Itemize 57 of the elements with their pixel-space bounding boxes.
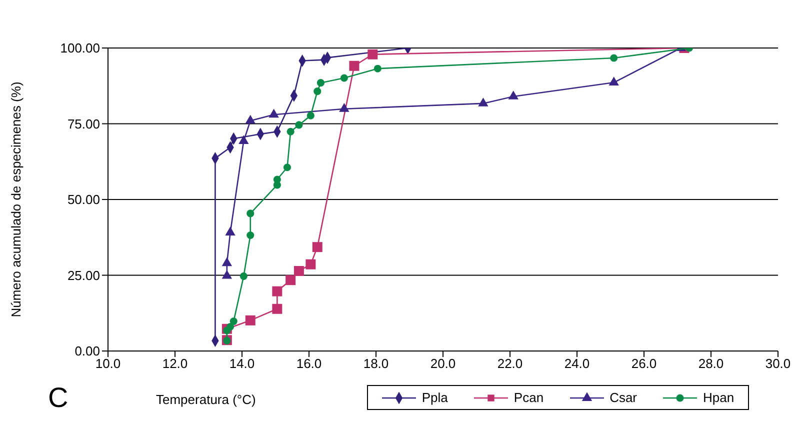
point bbox=[374, 64, 382, 72]
point bbox=[226, 322, 234, 331]
point bbox=[222, 270, 232, 279]
legend-label: Pcan bbox=[512, 390, 544, 405]
legend-label: Ppla bbox=[420, 390, 448, 405]
point bbox=[286, 275, 296, 286]
point bbox=[286, 128, 294, 136]
point bbox=[294, 266, 304, 276]
x-tick-label: 30.0 bbox=[765, 356, 791, 372]
point bbox=[295, 121, 303, 129]
x-tick-label: 10.0 bbox=[95, 356, 121, 372]
y-tick-label: 100.00 bbox=[60, 40, 100, 56]
text: C bbox=[48, 382, 68, 414]
x-tick-label: 24.0 bbox=[564, 356, 590, 372]
x-axis-title: Temperatura (°C) bbox=[156, 392, 256, 407]
point bbox=[340, 74, 348, 82]
point bbox=[316, 79, 325, 87]
legend-label: Csar bbox=[608, 390, 638, 405]
point bbox=[273, 176, 281, 184]
point bbox=[246, 210, 254, 218]
point bbox=[368, 49, 378, 60]
point bbox=[478, 98, 488, 106]
point bbox=[272, 286, 282, 296]
point bbox=[610, 54, 618, 62]
y-axis-title: Número acumulado de especimenes (%) bbox=[8, 82, 24, 318]
x-tick-label: 12.0 bbox=[162, 356, 188, 372]
point bbox=[246, 231, 254, 240]
y-tick-label: 25.00 bbox=[67, 268, 100, 283]
point bbox=[272, 304, 282, 314]
point bbox=[268, 108, 279, 118]
y-tick-label: 50.00 bbox=[67, 192, 100, 208]
point bbox=[225, 226, 236, 236]
point bbox=[508, 90, 518, 100]
point bbox=[608, 76, 619, 86]
point bbox=[349, 60, 360, 71]
point bbox=[238, 135, 249, 144]
point bbox=[339, 103, 350, 112]
point bbox=[245, 315, 256, 326]
point bbox=[312, 242, 322, 252]
x-tick-label: 22.0 bbox=[497, 356, 523, 372]
x-tick-label: 18.0 bbox=[363, 356, 389, 372]
point bbox=[283, 164, 292, 172]
x-tick-label: 28.0 bbox=[698, 356, 724, 372]
x-tick-label: 26.0 bbox=[631, 356, 657, 372]
y-tick-label: 0.00 bbox=[74, 344, 100, 359]
point bbox=[245, 114, 256, 124]
y-tick-label: 75.00 bbox=[67, 116, 100, 132]
point bbox=[240, 272, 248, 280]
point bbox=[230, 318, 238, 326]
x-tick-label: 16.0 bbox=[296, 356, 322, 372]
point bbox=[314, 88, 322, 96]
point bbox=[222, 257, 232, 266]
point bbox=[306, 259, 316, 270]
x-tick-label: 14.0 bbox=[229, 356, 255, 372]
x-tick-label: 20.0 bbox=[430, 356, 456, 372]
legend-label: Hpan bbox=[702, 390, 734, 405]
point bbox=[306, 112, 314, 120]
